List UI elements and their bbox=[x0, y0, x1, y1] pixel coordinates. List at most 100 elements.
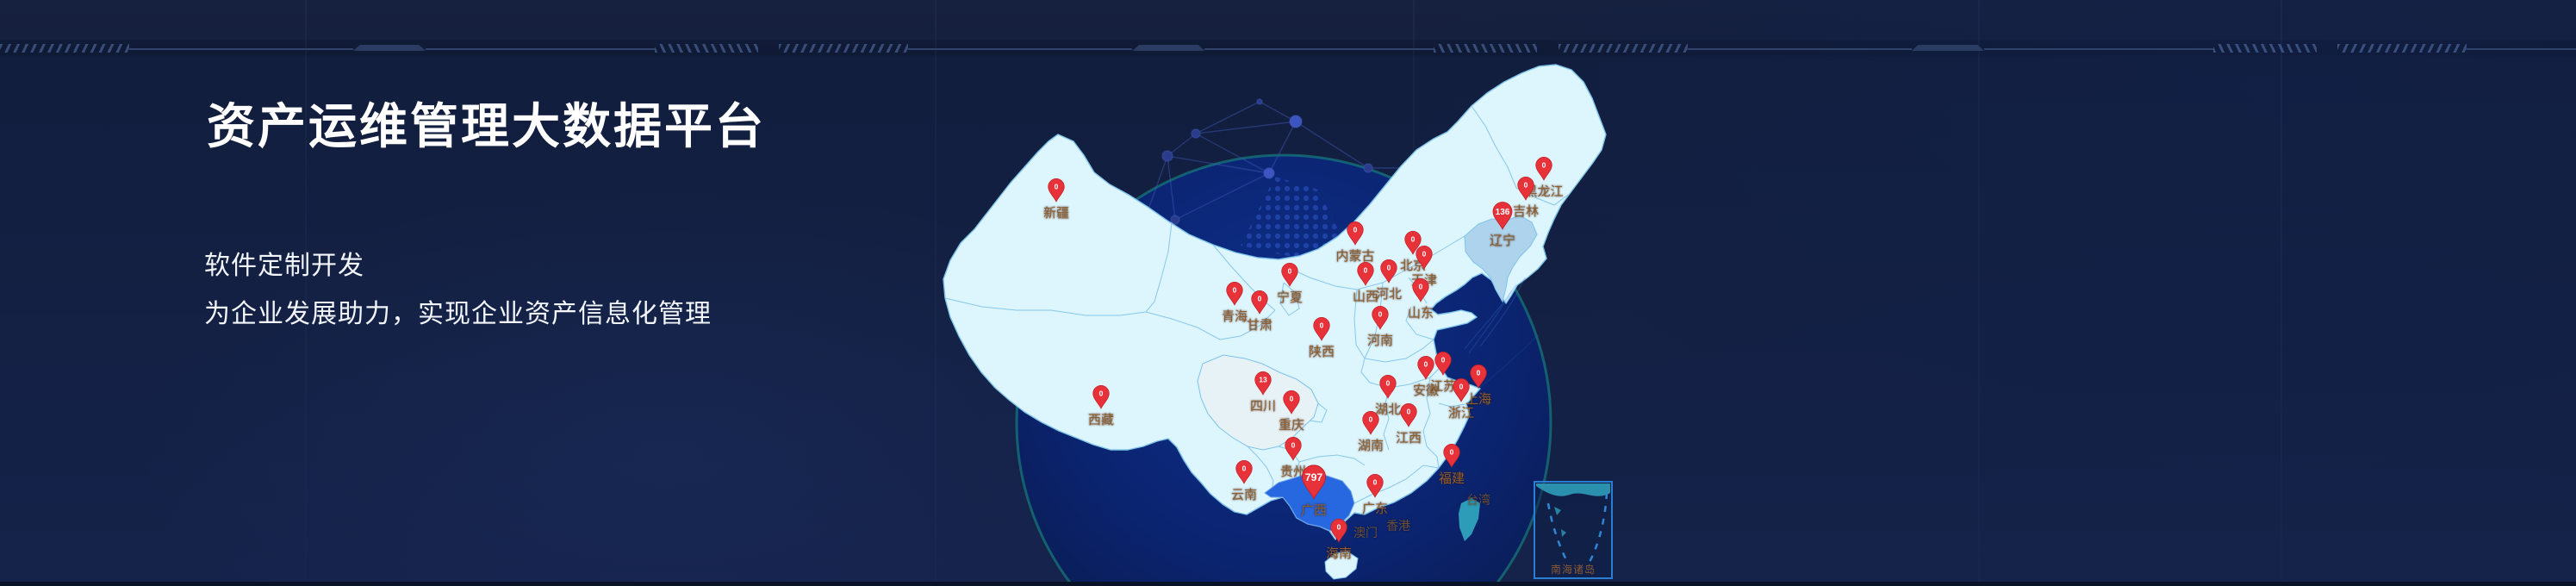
location-pin-icon[interactable]: 0 bbox=[1399, 402, 1418, 427]
location-pin-icon[interactable]: 0 bbox=[1329, 518, 1348, 543]
pin-value: 0 bbox=[1386, 379, 1391, 388]
pin-label: 云南 bbox=[1230, 488, 1258, 502]
pin-label: 宁夏 bbox=[1276, 290, 1304, 305]
pin-label: 重庆 bbox=[1278, 418, 1305, 433]
location-pin-icon[interactable]: 0 bbox=[1356, 261, 1375, 286]
location-pin-icon[interactable]: 0 bbox=[1250, 290, 1269, 315]
pin-value: 0 bbox=[1242, 464, 1247, 473]
location-pin-icon[interactable]: 0 bbox=[1442, 443, 1461, 468]
pin-value: 0 bbox=[1422, 250, 1427, 259]
pin-value: 0 bbox=[1291, 441, 1296, 450]
pin-value: 0 bbox=[1233, 286, 1237, 295]
pin-label: 新疆 bbox=[1042, 206, 1070, 221]
province-sichuan[interactable] bbox=[1197, 354, 1319, 451]
pin-label: 吉林 bbox=[1512, 204, 1540, 219]
location-pin-icon[interactable]: 0 bbox=[1516, 176, 1535, 201]
location-pin-icon[interactable]: 0 bbox=[1403, 230, 1422, 255]
location-pin-icon[interactable]: 0 bbox=[1361, 410, 1380, 435]
location-pin-icon[interactable]: 0 bbox=[1416, 355, 1435, 380]
pin-value: 0 bbox=[1419, 283, 1423, 291]
nine-dash-line bbox=[1546, 492, 1608, 566]
location-pin-icon[interactable]: 0 bbox=[1235, 459, 1254, 484]
pin-value: 0 bbox=[1373, 478, 1378, 487]
pin-value: 0 bbox=[1477, 369, 1481, 377]
pin-label: 湖南 bbox=[1357, 439, 1384, 453]
province-borders bbox=[944, 105, 1569, 504]
bg-seam bbox=[935, 0, 936, 586]
location-pin-icon[interactable]: 0 bbox=[1346, 221, 1365, 246]
pin-label: 福建 bbox=[1438, 471, 1465, 486]
location-pin-icon[interactable]: 0 bbox=[1047, 178, 1066, 203]
pin-value: 0 bbox=[1441, 356, 1446, 365]
top-deco-band bbox=[0, 41, 2576, 55]
pin-label: 四川 bbox=[1249, 399, 1277, 414]
deco-pattern bbox=[0, 41, 775, 55]
hainan-island[interactable] bbox=[1324, 551, 1359, 580]
sea-region-label: 台湾 bbox=[1466, 493, 1490, 507]
pin-label: 辽宁 bbox=[1489, 234, 1516, 248]
pin-label: 甘肃 bbox=[1246, 318, 1273, 333]
pin-label: 江西 bbox=[1395, 431, 1422, 446]
pin-value: 0 bbox=[1407, 408, 1411, 416]
pin-label: 陕西 bbox=[1308, 345, 1335, 359]
location-pin-icon[interactable]: 0 bbox=[1225, 281, 1244, 306]
pin-label: 内蒙古 bbox=[1335, 249, 1375, 264]
pin-label: 广西 bbox=[1300, 503, 1328, 518]
pin-value: 0 bbox=[1290, 395, 1294, 403]
location-pin-icon[interactable]: 0 bbox=[1282, 390, 1301, 415]
pin-label: 湖北 bbox=[1374, 402, 1402, 417]
location-pin-icon[interactable]: 0 bbox=[1378, 374, 1397, 399]
location-pin-icon[interactable]: 0 bbox=[1092, 384, 1111, 409]
pin-label: 河北 bbox=[1375, 287, 1403, 302]
pin-value: 0 bbox=[1364, 266, 1368, 275]
taiwan-island[interactable] bbox=[1459, 498, 1480, 541]
pin-value: 0 bbox=[1524, 181, 1528, 190]
location-pin-icon[interactable]: 0 bbox=[1312, 316, 1331, 341]
pin-value: 0 bbox=[1288, 267, 1292, 276]
location-pin-icon[interactable]: 0 bbox=[1534, 156, 1553, 181]
bottom-edge bbox=[0, 582, 2576, 586]
pin-label: 河南 bbox=[1366, 334, 1394, 348]
deco-pattern bbox=[2337, 41, 2576, 55]
pin-label: 浙江 bbox=[1447, 406, 1475, 421]
china-map: 0 新疆 0 西藏 0 青海 0 甘肃 0 宁夏 0 内蒙古 bbox=[913, 52, 1654, 586]
location-pin-icon[interactable]: 0 bbox=[1284, 436, 1303, 461]
bg-seam bbox=[2280, 0, 2282, 586]
location-pin-icon[interactable]: 0 bbox=[1434, 351, 1453, 376]
inset-label: 南海诸岛 bbox=[1550, 564, 1596, 576]
pin-value: 0 bbox=[1450, 448, 1454, 457]
location-pin-icon[interactable]: 0 bbox=[1366, 473, 1384, 498]
bg-seam bbox=[305, 0, 307, 586]
location-pin-icon[interactable]: 797 bbox=[1300, 464, 1328, 500]
location-pin-icon[interactable]: 136 bbox=[1491, 201, 1514, 230]
pin-value: 0 bbox=[1411, 235, 1416, 244]
pin-label: 江苏 bbox=[1429, 379, 1457, 394]
bg-seam bbox=[1978, 0, 1980, 586]
sea-region-label: 香港 bbox=[1386, 519, 1410, 533]
china-map-svg bbox=[943, 64, 1613, 586]
page-subtitle: 软件定制开发 为企业发展助力，实现企业资产信息化管理 bbox=[204, 242, 712, 339]
deco-pattern bbox=[779, 41, 1554, 55]
pin-value: 13 bbox=[1259, 376, 1267, 384]
location-pin-icon[interactable]: 0 bbox=[1469, 364, 1488, 389]
page-title: 资产运维管理大数据平台 bbox=[207, 99, 766, 153]
location-pin-icon[interactable]: 0 bbox=[1452, 377, 1471, 402]
location-pin-icon[interactable]: 0 bbox=[1371, 305, 1390, 330]
pin-label: 贵州 bbox=[1279, 464, 1307, 479]
pin-label: 上海 bbox=[1465, 392, 1492, 407]
location-pin-icon[interactable]: 0 bbox=[1415, 245, 1434, 270]
pin-label: 海南 bbox=[1325, 546, 1353, 561]
pin-value: 0 bbox=[1099, 390, 1104, 398]
location-pin-icon[interactable]: 0 bbox=[1280, 262, 1299, 287]
pin-label: 青海 bbox=[1221, 309, 1248, 324]
location-pin-icon[interactable]: 0 bbox=[1379, 259, 1398, 284]
pin-label: 山东 bbox=[1407, 306, 1434, 321]
pin-label: 山西 bbox=[1352, 290, 1379, 304]
location-pin-icon[interactable]: 13 bbox=[1254, 371, 1272, 396]
location-pin-icon[interactable]: 0 bbox=[1411, 277, 1430, 302]
pin-value: 0 bbox=[1459, 383, 1464, 391]
pin-value: 0 bbox=[1337, 523, 1341, 532]
pin-value: 797 bbox=[1305, 471, 1323, 483]
pin-value: 136 bbox=[1496, 208, 1510, 217]
